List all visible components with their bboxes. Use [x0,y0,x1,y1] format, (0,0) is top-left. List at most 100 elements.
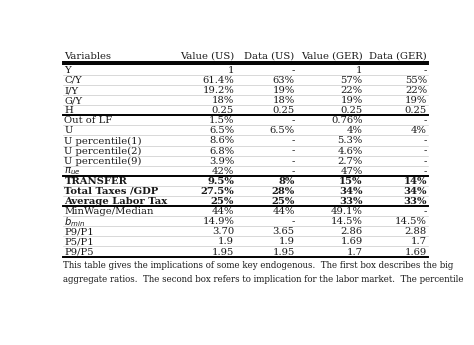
Text: 22%: 22% [405,86,427,95]
Text: 1.7: 1.7 [411,237,427,246]
Text: -: - [424,116,427,125]
Text: Out of LF: Out of LF [64,116,113,125]
Text: U: U [64,126,73,135]
Text: 5.3%: 5.3% [337,137,363,146]
Text: 3.70: 3.70 [212,227,234,236]
Text: 0.25: 0.25 [212,106,234,115]
Text: 18%: 18% [212,96,234,105]
Text: 3.9%: 3.9% [209,157,234,166]
Text: 47%: 47% [340,167,363,176]
Text: 1.95: 1.95 [273,247,295,257]
Text: 15%: 15% [339,177,363,186]
Text: -: - [424,147,427,156]
Text: U percentile(2): U percentile(2) [64,147,142,156]
Text: MinWage/Median: MinWage/Median [64,207,154,216]
Text: Data (US): Data (US) [245,52,295,61]
Text: 6.5%: 6.5% [270,126,295,135]
Text: P5/P1: P5/P1 [64,237,94,246]
Text: 18%: 18% [273,96,295,105]
Text: 14.9%: 14.9% [202,217,234,226]
Text: 1.7: 1.7 [346,247,363,257]
Text: 49.1%: 49.1% [331,207,363,216]
Text: 42%: 42% [212,167,234,176]
Text: -: - [292,66,295,75]
Text: Variables: Variables [64,52,111,61]
Text: -: - [292,167,295,176]
Text: 4%: 4% [347,126,363,135]
Text: 34%: 34% [403,187,427,196]
Text: 0.76%: 0.76% [331,116,363,125]
Text: -: - [424,137,427,146]
Text: Total Taxes /GDP: Total Taxes /GDP [64,187,159,196]
Text: U percentile(9): U percentile(9) [64,157,142,166]
Text: Y: Y [64,66,71,75]
Text: -: - [292,217,295,226]
Text: 1.9: 1.9 [218,237,234,246]
Text: 4%: 4% [411,126,427,135]
Text: 2.86: 2.86 [340,227,363,236]
Text: 8.6%: 8.6% [209,137,234,146]
Text: H: H [64,106,73,115]
Text: 22%: 22% [340,86,363,95]
Text: 14.5%: 14.5% [395,217,427,226]
Text: 1.69: 1.69 [340,237,363,246]
Text: $b_{min}$: $b_{min}$ [64,215,85,229]
Text: 8%: 8% [278,177,295,186]
Text: 55%: 55% [405,76,427,85]
Text: 1.95: 1.95 [212,247,234,257]
Text: -: - [424,66,427,75]
Text: 33%: 33% [403,197,427,206]
Text: 1.9: 1.9 [279,237,295,246]
Text: 2.88: 2.88 [405,227,427,236]
Text: 4.6%: 4.6% [337,147,363,156]
Text: 25%: 25% [271,197,295,206]
Text: Average Labor Tax: Average Labor Tax [64,197,168,206]
Text: 19.2%: 19.2% [202,86,234,95]
Text: 44%: 44% [273,207,295,216]
Text: -: - [424,207,427,216]
Text: Data (GER): Data (GER) [369,52,427,61]
Text: G/Y: G/Y [64,96,82,105]
Text: -: - [424,167,427,176]
Text: -: - [292,137,295,146]
Text: aggregate ratios.  The second box refers to implication for the labor market.  T: aggregate ratios. The second box refers … [63,275,464,284]
Text: 14%: 14% [403,177,427,186]
Text: 3.65: 3.65 [273,227,295,236]
Text: 6.5%: 6.5% [209,126,234,135]
Text: -: - [424,157,427,166]
Text: -: - [292,147,295,156]
Text: 28%: 28% [272,187,295,196]
Text: P9/P5: P9/P5 [64,247,94,257]
Text: -: - [292,157,295,166]
Text: 0.25: 0.25 [405,106,427,115]
Text: 19%: 19% [273,86,295,95]
Text: 1: 1 [356,66,363,75]
Text: Value (US): Value (US) [180,52,234,61]
Text: 2.7%: 2.7% [337,157,363,166]
Text: 1.69: 1.69 [405,247,427,257]
Text: 14.5%: 14.5% [331,217,363,226]
Text: 25%: 25% [211,197,234,206]
Text: 1.5%: 1.5% [209,116,234,125]
Text: 9.5%: 9.5% [207,177,234,186]
Text: C/Y: C/Y [64,76,82,85]
Text: 61.4%: 61.4% [202,76,234,85]
Text: 63%: 63% [273,76,295,85]
Text: 34%: 34% [339,187,363,196]
Text: U percentile(1): U percentile(1) [64,136,142,146]
Text: $\pi_{ue}$: $\pi_{ue}$ [64,165,81,177]
Text: This table gives the implications of some key endogenous.  The first box describ: This table gives the implications of som… [63,260,453,269]
Text: 27.5%: 27.5% [201,187,234,196]
Text: -: - [292,116,295,125]
Text: 0.25: 0.25 [340,106,363,115]
Text: TRANSFER: TRANSFER [64,177,127,186]
Text: I/Y: I/Y [64,86,79,95]
Text: 1: 1 [228,66,234,75]
Text: 6.8%: 6.8% [209,147,234,156]
Text: 0.25: 0.25 [273,106,295,115]
Text: 19%: 19% [340,96,363,105]
Text: 19%: 19% [405,96,427,105]
Text: 57%: 57% [340,76,363,85]
Text: 33%: 33% [339,197,363,206]
Text: Value (GER): Value (GER) [301,52,363,61]
